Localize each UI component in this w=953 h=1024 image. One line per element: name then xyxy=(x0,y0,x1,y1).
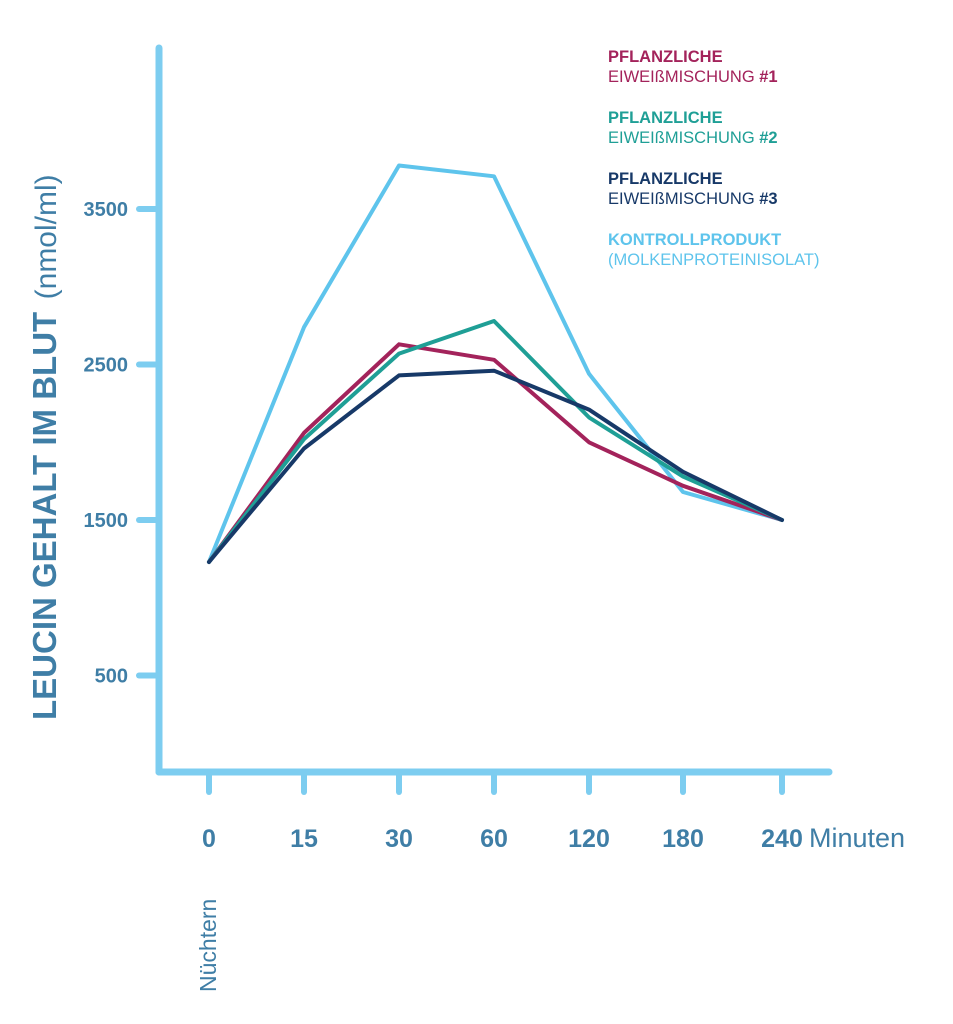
legend-entry-4-name: (MOLKENPROTEINISOLAT) xyxy=(608,251,819,269)
fasting-label: Nüchtern xyxy=(195,899,221,992)
y-tick-label: 500 xyxy=(95,666,128,688)
legend-entry-2-line1: PFLANZLICHE xyxy=(608,109,723,127)
series-line-2 xyxy=(207,319,784,564)
x-tick-label: 240 xyxy=(761,825,803,853)
legend-entry-1-name: EIWEIßMISCHUNG xyxy=(608,68,755,86)
x-tick-label: 60 xyxy=(480,825,508,853)
legend-entry-3-name: EIWEIßMISCHUNG xyxy=(608,190,755,208)
x-tick-label: 180 xyxy=(662,825,704,853)
y-axis-ticks: 500 1500 2500 3500 xyxy=(84,199,162,688)
legend-entry-1-line2: EIWEIßMISCHUNG #1 xyxy=(608,68,778,86)
y-axis-label-main: LEUCIN GEHALT IM BLUT xyxy=(26,312,63,720)
axes xyxy=(155,44,833,776)
x-tick-label: 30 xyxy=(385,825,413,853)
series-line-3 xyxy=(207,368,784,564)
legend-entry-4-line1: KONTROLLPRODUKT xyxy=(608,231,781,249)
legend: PFLANZLICHE EIWEIßMISCHUNG #1 PFLANZLICHE E… xyxy=(608,48,819,269)
legend-entry-2-number: #2 xyxy=(755,129,778,147)
legend-entry-1-line1: PFLANZLICHE xyxy=(608,48,723,66)
x-axis-ticks: 0 15 30 60 120 180 240 xyxy=(202,769,803,853)
y-tick-label: 3500 xyxy=(84,199,129,221)
series-lines xyxy=(207,163,784,564)
x-axis-unit: Minuten xyxy=(809,823,905,853)
series-line-4 xyxy=(207,163,784,564)
legend-entry-3-line2: EIWEIßMISCHUNG #3 xyxy=(608,190,778,208)
x-tick-label: 0 xyxy=(202,825,216,853)
legend-entry-2-name: EIWEIßMISCHUNG xyxy=(608,129,755,147)
legend-entry-3-line1: PFLANZLICHE xyxy=(608,170,723,188)
legend-entry-2-line2: EIWEIßMISCHUNG #2 xyxy=(608,129,778,147)
x-tick-label: 15 xyxy=(290,825,318,853)
legend-entry-4-line2: (MOLKENPROTEINISOLAT) xyxy=(608,251,819,269)
x-tick-label: 120 xyxy=(568,825,610,853)
legend-entry-3-number: #3 xyxy=(755,190,778,208)
legend-entry-1-number: #1 xyxy=(755,68,778,86)
y-tick-label: 1500 xyxy=(84,510,129,532)
y-tick-label: 2500 xyxy=(84,355,129,377)
y-axis-label: LEUCIN GEHALT IM BLUT (nmol/ml) xyxy=(26,174,63,720)
series-line-1 xyxy=(207,342,784,564)
y-axis-label-unit: (nmol/ml) xyxy=(30,174,63,299)
